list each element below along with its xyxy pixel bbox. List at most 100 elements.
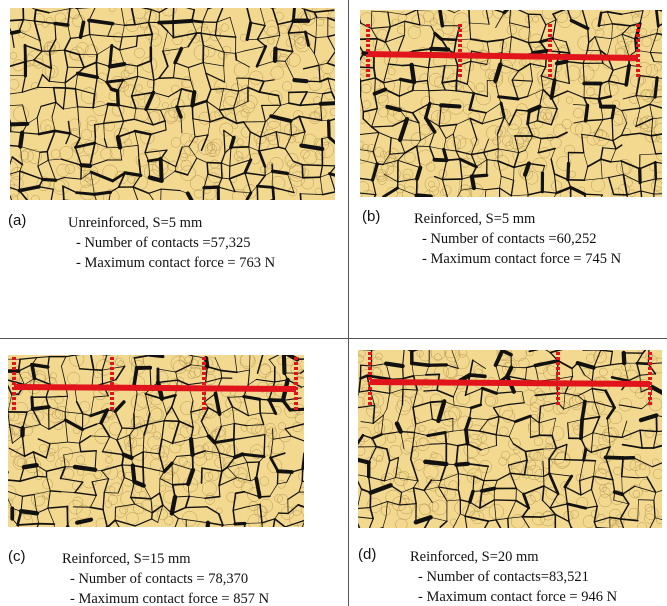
chain <box>655 162 656 179</box>
chain <box>11 124 27 125</box>
chain <box>528 111 530 124</box>
chain <box>81 165 90 166</box>
panel-label: (a) <box>8 212 26 229</box>
caption-line: - Number of contacts =57,325 <box>68 233 275 253</box>
chain <box>584 460 596 461</box>
chain <box>32 365 48 367</box>
chain <box>289 92 307 93</box>
chain <box>447 159 460 160</box>
chain <box>77 193 95 195</box>
chain <box>124 455 132 458</box>
chain <box>656 178 662 179</box>
chain <box>63 186 64 200</box>
caption-title: Unreinforced, S=5 mm <box>68 213 275 233</box>
chain <box>43 179 56 180</box>
chain <box>133 465 135 481</box>
chain <box>50 491 61 492</box>
chain <box>21 511 37 513</box>
caption-line: - Maximum contact force = 745 N <box>414 249 621 269</box>
chain <box>75 467 95 470</box>
chain <box>401 432 415 433</box>
chain <box>264 435 265 457</box>
chain <box>637 363 648 364</box>
chain <box>584 449 586 460</box>
chain <box>40 152 47 153</box>
background <box>8 355 304 527</box>
chain <box>321 103 335 104</box>
chain <box>469 10 470 23</box>
divider <box>348 0 349 606</box>
chain <box>34 10 35 21</box>
chain <box>24 465 36 467</box>
chain <box>457 66 458 81</box>
chain <box>441 39 456 40</box>
caption: Reinforced, S=20 mm- Number of contacts=… <box>410 547 617 606</box>
chain <box>426 374 440 375</box>
caption: Reinforced, S=15 mm- Number of contacts … <box>62 549 269 606</box>
chain <box>482 488 495 490</box>
chain <box>207 163 208 175</box>
chain <box>143 467 144 486</box>
chain <box>402 389 403 405</box>
chain <box>118 91 119 105</box>
chain <box>164 421 179 422</box>
chain <box>161 159 162 181</box>
chain <box>612 107 614 118</box>
chain <box>231 147 249 148</box>
force-chain-image <box>358 350 662 528</box>
chain <box>528 42 540 43</box>
chain <box>95 125 96 138</box>
chain <box>300 194 301 200</box>
chain <box>431 49 448 50</box>
force-chain-image <box>8 355 304 527</box>
chain <box>624 353 625 363</box>
chain <box>302 165 303 178</box>
chain <box>472 175 487 176</box>
geogrid-strip <box>368 54 638 58</box>
chain <box>108 104 118 105</box>
chain <box>55 23 68 25</box>
chain <box>425 462 446 464</box>
chain <box>386 364 403 366</box>
chain <box>96 55 97 63</box>
chain <box>32 365 35 379</box>
chain <box>585 194 603 195</box>
panel-label: (d) <box>358 546 376 563</box>
chain <box>441 105 459 106</box>
geogrid-strip <box>370 382 650 384</box>
chain <box>10 20 23 21</box>
chain <box>445 432 446 443</box>
caption-line: - Maximum contact force = 857 N <box>62 589 269 606</box>
chain <box>237 122 244 123</box>
caption: Reinforced, S=5 mm- Number of contacts =… <box>414 209 621 269</box>
chain <box>565 460 584 461</box>
chain <box>429 90 445 91</box>
chain <box>470 375 485 376</box>
chain <box>472 176 474 188</box>
chain <box>412 65 414 82</box>
chain <box>236 53 237 60</box>
chain <box>606 457 623 458</box>
figure: (a)Unreinforced, S=5 mm- Number of conta… <box>0 0 667 606</box>
chain <box>172 497 175 513</box>
chain <box>612 118 613 141</box>
chain <box>568 163 569 179</box>
chain <box>329 121 330 137</box>
chain <box>260 496 270 497</box>
chain <box>278 471 292 472</box>
caption-title: Reinforced, S=15 mm <box>62 549 269 569</box>
chain <box>89 20 90 34</box>
panel-label: (b) <box>362 208 380 225</box>
caption-line: - Number of contacts =60,252 <box>414 229 621 249</box>
chain <box>615 492 623 494</box>
caption-line: - Maximum contact force = 946 N <box>410 587 617 606</box>
chain <box>303 177 320 178</box>
chain <box>173 484 189 485</box>
chain <box>303 454 304 469</box>
chain <box>122 428 134 429</box>
chain <box>586 105 588 120</box>
chain <box>94 192 110 194</box>
chain <box>110 46 112 67</box>
chain <box>12 31 19 33</box>
chain <box>192 106 193 119</box>
